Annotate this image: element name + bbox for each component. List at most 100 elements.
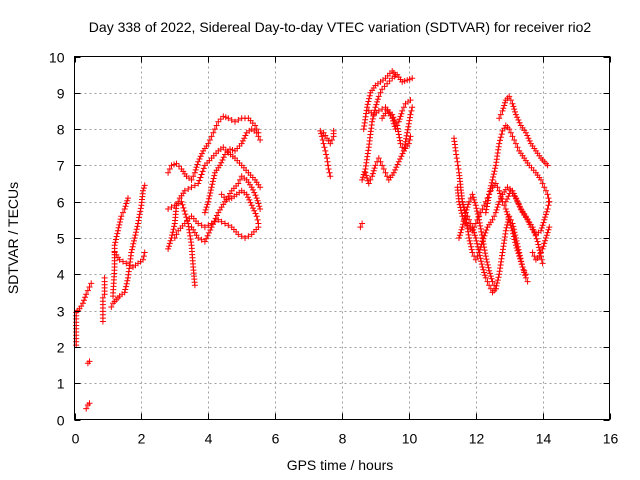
data-point xyxy=(396,134,403,141)
axis-ticks xyxy=(74,56,611,421)
data-point xyxy=(251,207,258,214)
data-point xyxy=(170,226,177,233)
data-point xyxy=(179,201,186,208)
data-point xyxy=(539,260,546,267)
data-point xyxy=(366,95,373,102)
data-point xyxy=(364,104,371,111)
data-point xyxy=(505,193,512,200)
data-point xyxy=(239,137,246,144)
data-point xyxy=(539,180,546,187)
data-point xyxy=(193,164,200,171)
chart-title: Day 338 of 2022, Sidereal Day-to-day VTE… xyxy=(89,19,592,35)
data-point xyxy=(497,134,504,141)
data-point xyxy=(245,194,251,201)
data-point xyxy=(180,204,187,211)
data-point xyxy=(399,150,406,157)
data-point xyxy=(181,187,188,194)
data-point xyxy=(205,222,212,229)
data-point xyxy=(404,129,411,136)
data-point xyxy=(516,203,523,210)
data-point xyxy=(397,113,404,120)
data-point xyxy=(123,260,130,267)
data-point xyxy=(120,209,126,216)
data-point xyxy=(218,218,225,225)
data-point xyxy=(488,275,495,282)
data-point xyxy=(471,196,478,203)
data-point xyxy=(407,97,414,104)
x-tick-label: 14 xyxy=(536,431,552,447)
data-point xyxy=(539,245,546,252)
y-tick-label: 7 xyxy=(57,158,65,174)
data-point xyxy=(205,198,212,205)
data-point xyxy=(509,227,516,234)
data-point xyxy=(195,220,202,227)
data-point xyxy=(199,168,206,175)
data-point xyxy=(371,107,378,114)
data-point xyxy=(489,278,496,285)
data-point xyxy=(115,224,122,231)
data-point xyxy=(192,166,199,173)
data-point xyxy=(198,171,205,178)
data-point xyxy=(478,228,485,235)
y-tick-label: 1 xyxy=(57,376,65,392)
data-point xyxy=(211,172,218,179)
data-point xyxy=(116,221,123,228)
data-point xyxy=(365,98,372,105)
data-point xyxy=(121,289,128,296)
data-point xyxy=(114,230,121,237)
data-point xyxy=(375,155,382,162)
data-point xyxy=(361,168,368,175)
data-point xyxy=(454,162,461,169)
data-point xyxy=(546,198,553,205)
data-point xyxy=(405,123,412,130)
data-point xyxy=(359,220,366,227)
data-point xyxy=(397,156,404,162)
data-point xyxy=(394,161,401,168)
data-point xyxy=(460,201,466,208)
data-point xyxy=(203,235,210,242)
data-point xyxy=(517,258,524,265)
data-point xyxy=(137,205,144,212)
data-point xyxy=(252,122,259,129)
data-point xyxy=(511,236,518,243)
data-point xyxy=(384,173,391,180)
data-point xyxy=(357,224,364,231)
data-point xyxy=(250,205,256,212)
data-point xyxy=(476,216,483,223)
data-point xyxy=(253,195,260,202)
data-point xyxy=(326,169,333,176)
data-point xyxy=(133,229,139,236)
data-point xyxy=(321,144,328,151)
data-point xyxy=(545,226,552,233)
data-point xyxy=(492,165,499,172)
data-point xyxy=(118,213,125,220)
data-point xyxy=(389,115,396,122)
data-point xyxy=(468,243,475,250)
data-point xyxy=(115,227,121,234)
data-point xyxy=(535,241,542,248)
data-point xyxy=(496,115,503,122)
data-point xyxy=(395,158,402,165)
data-point xyxy=(470,194,477,201)
data-point xyxy=(362,169,369,176)
data-point xyxy=(395,118,402,125)
data-point xyxy=(218,159,225,166)
x-tick-label: 10 xyxy=(402,431,418,447)
data-point xyxy=(257,184,264,191)
data-point xyxy=(248,184,255,191)
data-point xyxy=(245,233,252,240)
data-point xyxy=(544,162,551,169)
data-point xyxy=(487,270,493,277)
data-point xyxy=(407,111,414,118)
data-point xyxy=(198,222,205,229)
data-point xyxy=(514,197,521,204)
data-point xyxy=(219,157,226,163)
data-point xyxy=(366,92,373,99)
data-point xyxy=(402,138,409,145)
data-point xyxy=(325,166,332,172)
data-point xyxy=(82,294,89,301)
data-point xyxy=(363,172,370,179)
data-point xyxy=(196,156,203,162)
data-point xyxy=(394,122,401,129)
data-point xyxy=(79,300,86,307)
